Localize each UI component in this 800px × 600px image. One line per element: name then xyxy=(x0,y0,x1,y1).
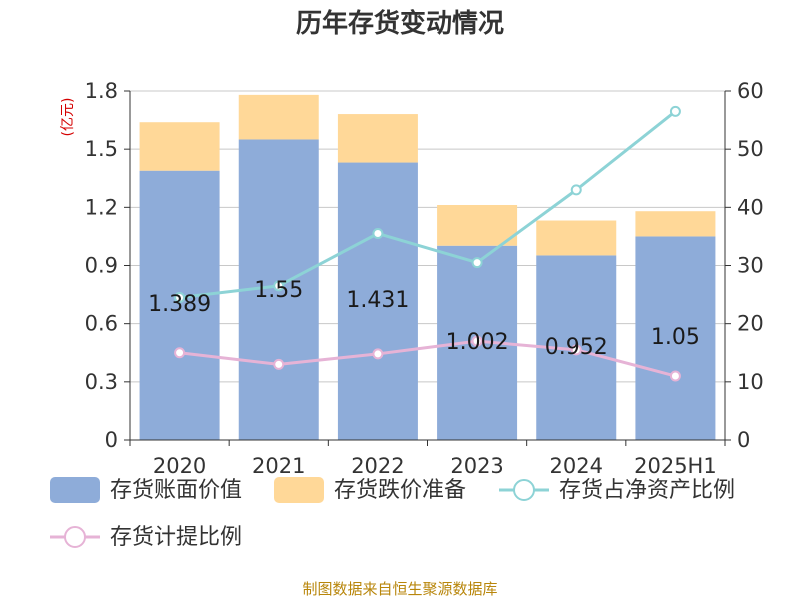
legend-swatch-book-value xyxy=(50,477,100,503)
x-tick-label: 2024 xyxy=(550,454,603,478)
point-inventory-to-net-assets xyxy=(273,280,285,292)
lines xyxy=(174,105,681,382)
data-label-book-value: 1.389 xyxy=(148,292,211,317)
bar-impairment-reserve xyxy=(635,211,716,237)
data-labels: 1.389 1.55 1.431 1.002 0.952 1.05 xyxy=(148,278,700,360)
y-right-tick-label: 30 xyxy=(737,254,764,278)
x-tick-label: 2025H1 xyxy=(634,454,717,478)
y-left-tick-label: 1.8 xyxy=(85,79,118,103)
legend-marker-inventory-to-net-assets xyxy=(513,479,535,501)
point-inventory-to-net-assets xyxy=(471,257,483,269)
point-provision-ratio xyxy=(372,348,384,360)
x-tick-label: 2020 xyxy=(153,454,206,478)
y-left-tick-label: 1.2 xyxy=(85,195,118,219)
y-left-tick-label: 0.3 xyxy=(85,370,118,394)
data-label-book-value: 1.55 xyxy=(254,278,303,303)
axes: 0 0.3 0.6 0.9 1.2 1.5 1.8 0 10 20 30 40 50 60 (亿元) 2020… xyxy=(60,79,764,478)
point-provision-ratio xyxy=(669,370,681,382)
y-left-tick-label: 0 xyxy=(105,428,118,452)
y-left-tick-label: 0.9 xyxy=(85,254,118,278)
bar-impairment-reserve xyxy=(139,122,220,171)
bar-impairment-reserve xyxy=(536,220,617,256)
y-right-tick-label: 40 xyxy=(737,195,764,219)
x-tick-label: 2021 xyxy=(252,454,305,478)
x-tick-label: 2023 xyxy=(450,454,503,478)
bar-impairment-reserve xyxy=(238,94,319,140)
legend-swatch-impairment-reserve xyxy=(274,477,324,503)
point-provision-ratio xyxy=(471,335,483,347)
y-left-unit-label: (亿元) xyxy=(60,98,76,137)
source-note: 制图数据来自恒生聚源数据库 xyxy=(302,580,497,598)
legend-label-provision-ratio: 存货计提比例 xyxy=(110,525,242,550)
data-label-book-value: 1.002 xyxy=(446,330,509,355)
legend-label-impairment-reserve: 存货跌价准备 xyxy=(334,478,466,503)
point-provision-ratio xyxy=(174,347,186,359)
point-inventory-to-net-assets xyxy=(669,105,681,117)
bar-book-value xyxy=(337,162,418,441)
bar-impairment-reserve xyxy=(337,114,418,163)
point-inventory-to-net-assets xyxy=(174,291,186,303)
legend-label-inventory-to-net-assets: 存货占净资产比例 xyxy=(559,478,735,503)
line-inventory-to-net-assets xyxy=(179,110,677,299)
bar-book-value xyxy=(635,236,716,440)
data-label-book-value: 1.431 xyxy=(346,288,409,313)
x-tick-label: 2022 xyxy=(351,454,404,478)
y-left-tick-label: 1.5 xyxy=(85,137,118,161)
gridlines xyxy=(130,90,725,383)
bar-book-value xyxy=(139,170,220,440)
bar-impairment-reserve xyxy=(437,205,518,246)
y-right-tick-label: 50 xyxy=(737,137,764,161)
point-inventory-to-net-assets xyxy=(372,228,384,240)
y-right-tick-label: 20 xyxy=(737,312,764,336)
chart-title: 历年存货变动情况 xyxy=(296,8,504,39)
y-left-tick-label: 0.6 xyxy=(85,312,118,336)
legend-marker-provision-ratio xyxy=(64,526,86,548)
legend-label-book-value: 存货账面价值 xyxy=(110,478,242,503)
data-label-book-value: 1.05 xyxy=(651,325,700,350)
y-right-tick-label: 10 xyxy=(737,370,764,394)
data-label-book-value: 0.952 xyxy=(545,335,608,360)
y-right-tick-label: 0 xyxy=(737,428,750,452)
point-inventory-to-net-assets xyxy=(570,184,582,196)
point-provision-ratio xyxy=(273,358,285,370)
y-right-tick-label: 60 xyxy=(737,79,764,103)
point-provision-ratio xyxy=(570,344,582,356)
line-provision-ratio xyxy=(179,339,676,378)
